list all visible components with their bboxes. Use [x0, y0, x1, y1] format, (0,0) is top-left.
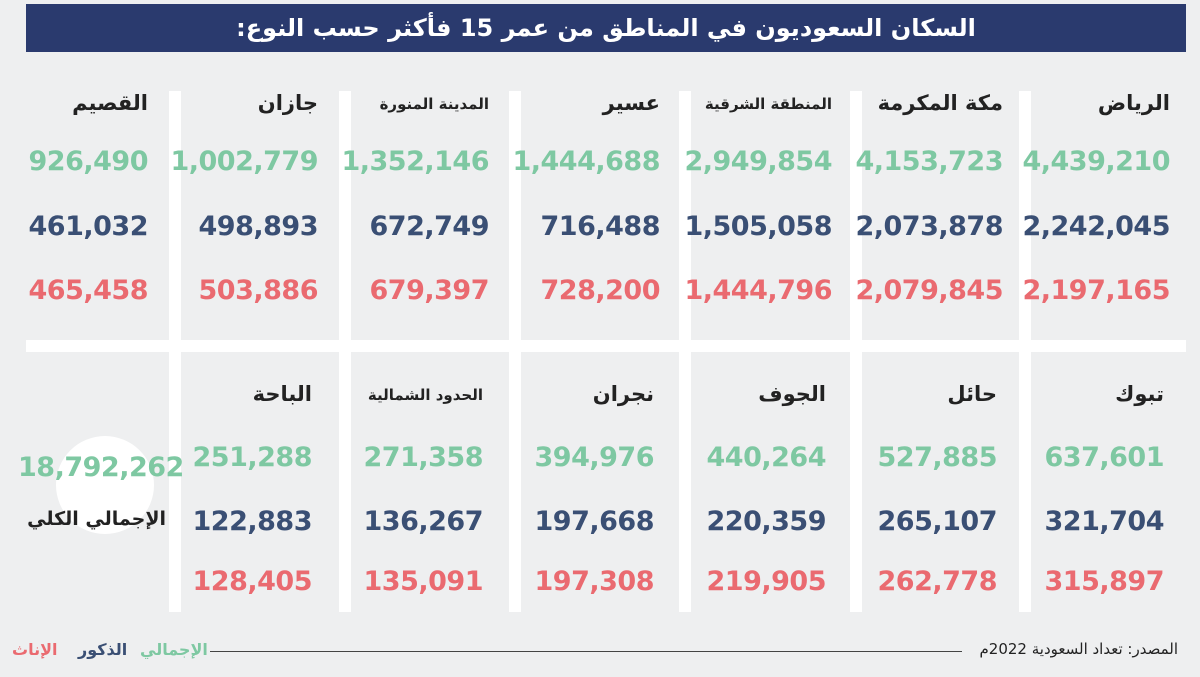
region-cell: الرياض 4,439,210 2,242,045 2,197,165 — [1022, 91, 1170, 331]
column-divider — [509, 91, 521, 340]
column-divider — [850, 91, 862, 340]
chart-title: السكان السعوديون في المناطق من عمر 15 فأ… — [26, 4, 1186, 52]
region-female-value: 503,886 — [198, 275, 319, 306]
column-divider — [1019, 352, 1031, 612]
region-female-value: 197,308 — [534, 566, 655, 597]
region-cell: الجوف 440,264 220,359 219,905 — [686, 382, 827, 622]
region-male-value: 265,107 — [877, 506, 998, 537]
column-divider — [169, 352, 181, 612]
region-male-value: 672,749 — [369, 211, 490, 242]
region-female-value: 135,091 — [363, 566, 484, 597]
region-total-value: 1,352,146 — [341, 146, 489, 177]
column-divider — [339, 91, 351, 340]
region-name: مكة المكرمة — [877, 91, 1003, 115]
column-divider — [679, 352, 691, 612]
region-cell: حائل 527,885 265,107 262,778 — [857, 382, 998, 622]
region-name: حائل — [947, 382, 997, 406]
region-total-value: 2,949,854 — [684, 146, 832, 177]
region-cell: جازان 1,002,779 498,893 503,886 — [170, 91, 318, 331]
column-divider — [850, 352, 862, 612]
region-female-value: 679,397 — [369, 275, 490, 306]
column-divider — [509, 352, 521, 612]
footer-rule — [210, 651, 962, 652]
region-female-value: 1,444,796 — [684, 275, 832, 306]
region-male-value: 122,883 — [192, 506, 313, 537]
region-name: الحدود الشمالية — [367, 386, 483, 404]
region-female-value: 2,197,165 — [1022, 275, 1170, 306]
region-name: الجوف — [758, 382, 826, 406]
region-male-value: 197,668 — [534, 506, 655, 537]
region-female-value: 262,778 — [877, 566, 998, 597]
source-note: المصدر: تعداد السعودية 2022م — [979, 640, 1178, 658]
region-total-value: 4,439,210 — [1022, 146, 1170, 177]
region-name: عسير — [602, 91, 660, 115]
region-female-value: 219,905 — [706, 566, 827, 597]
legend-female: الإناث — [12, 640, 58, 659]
grand-total-block: 18,792,262 الإجمالي الكلي — [18, 436, 184, 546]
region-cell: القصيم 926,490 461,032 465,458 — [8, 91, 149, 331]
region-name: تبوك — [1115, 382, 1164, 406]
region-female-value: 2,079,845 — [855, 275, 1003, 306]
legend-male-label: الذكور — [78, 640, 128, 659]
region-male-value: 461,032 — [28, 211, 149, 242]
region-male-value: 220,359 — [706, 506, 827, 537]
region-female-value: 465,458 — [28, 275, 149, 306]
region-cell: الباحة 251,288 122,883 128,405 — [172, 382, 313, 622]
region-total-value: 251,288 — [192, 442, 313, 473]
region-name: القصيم — [72, 91, 148, 115]
region-female-value: 315,897 — [1044, 566, 1165, 597]
legend-total: الإجمالي — [140, 640, 208, 659]
region-cell: المنطقة الشرقية 2,949,854 1,505,058 1,444,7… — [684, 91, 832, 331]
footer: الإناث الذكور الإجمالي المصدر: تعداد الس… — [0, 636, 1200, 666]
legend-total-label: الإجمالي — [140, 640, 208, 659]
region-total-value: 4,153,723 — [855, 146, 1003, 177]
column-divider — [339, 352, 351, 612]
region-total-value: 637,601 — [1044, 442, 1165, 473]
region-name: الرياض — [1097, 91, 1170, 115]
legend-male: الذكور — [78, 640, 127, 659]
region-female-value: 128,405 — [192, 566, 313, 597]
region-total-value: 926,490 — [28, 146, 149, 177]
region-name: الباحة — [252, 382, 312, 406]
region-total-value: 440,264 — [706, 442, 827, 473]
legend-female-label: الإناث — [12, 640, 58, 659]
column-divider — [1019, 91, 1031, 340]
region-cell: الحدود الشمالية 271,358 136,267 135,091 — [343, 382, 484, 622]
region-total-value: 394,976 — [534, 442, 655, 473]
region-male-value: 1,505,058 — [684, 211, 832, 242]
grand-total-label: الإجمالي الكلي — [27, 508, 166, 530]
region-name: المنطقة الشرقية — [704, 95, 832, 113]
row-divider — [26, 340, 1186, 352]
grand-total-circle — [56, 436, 154, 534]
region-total-value: 271,358 — [363, 442, 484, 473]
region-name: جازان — [257, 91, 318, 115]
region-male-value: 498,893 — [198, 211, 319, 242]
region-name: نجران — [592, 382, 654, 406]
region-cell: عسير 1,444,688 716,488 728,200 — [512, 91, 660, 331]
region-total-value: 1,002,779 — [170, 146, 318, 177]
region-cell: تبوك 637,601 321,704 315,897 — [1024, 382, 1165, 622]
region-male-value: 2,073,878 — [855, 211, 1003, 242]
region-male-value: 2,242,045 — [1022, 211, 1170, 242]
column-divider — [679, 91, 691, 340]
region-male-value: 321,704 — [1044, 506, 1165, 537]
region-total-value: 527,885 — [877, 442, 998, 473]
region-female-value: 728,200 — [540, 275, 661, 306]
region-name: المدينة المنورة — [379, 95, 489, 113]
region-male-value: 136,267 — [363, 506, 484, 537]
region-cell: نجران 394,976 197,668 197,308 — [514, 382, 655, 622]
region-male-value: 716,488 — [540, 211, 661, 242]
region-total-value: 1,444,688 — [512, 146, 660, 177]
column-divider — [169, 91, 181, 340]
region-cell: المدينة المنورة 1,352,146 672,749 679,397 — [341, 91, 489, 331]
grand-total-value: 18,792,262 — [18, 452, 184, 483]
region-cell: مكة المكرمة 4,153,723 2,073,878 2,079,845 — [855, 91, 1003, 331]
